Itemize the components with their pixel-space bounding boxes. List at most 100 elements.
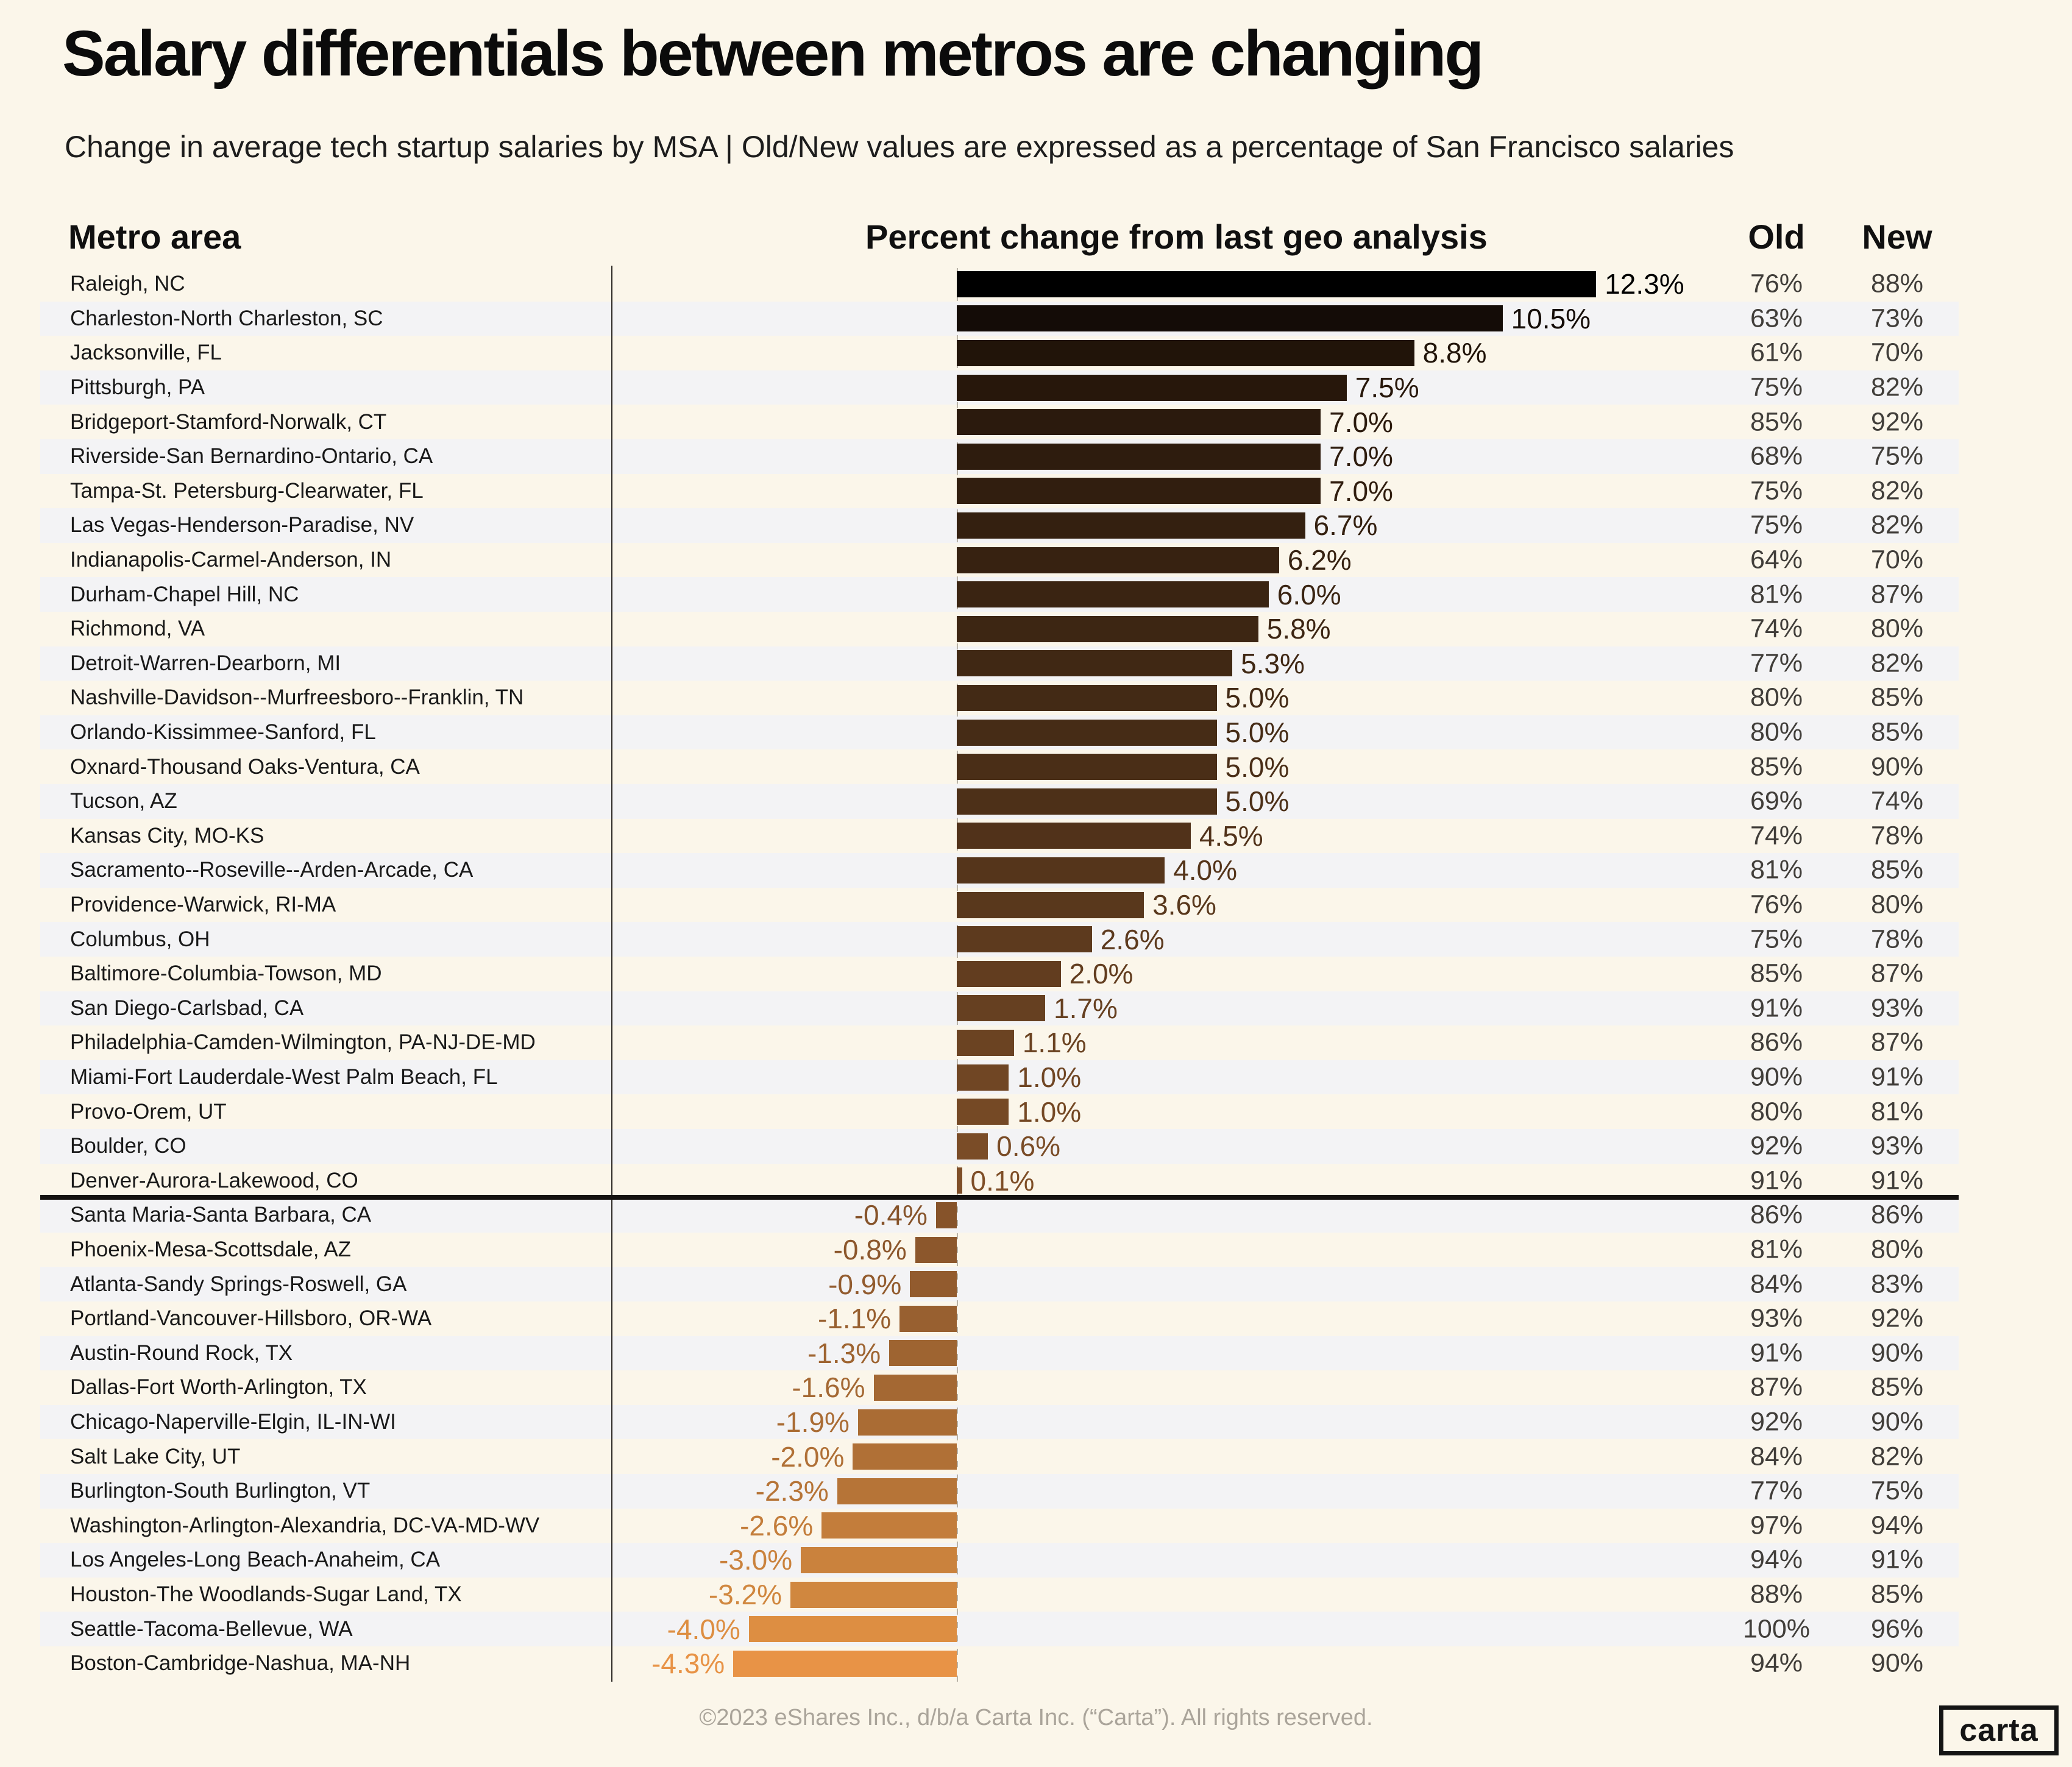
new-value: 75% xyxy=(1870,1476,1924,1506)
change-bar xyxy=(837,1478,957,1504)
change-value-label: 10.5% xyxy=(1511,302,1591,335)
old-value: 75% xyxy=(1750,372,1803,402)
change-bar xyxy=(957,1167,962,1194)
change-value-label: 7.0% xyxy=(1329,406,1393,438)
old-value: 75% xyxy=(1750,476,1803,506)
old-value: 63% xyxy=(1750,303,1803,333)
row-band xyxy=(40,1404,1959,1440)
change-bar xyxy=(915,1236,957,1263)
change-bar xyxy=(957,857,1165,884)
old-value: 94% xyxy=(1750,1545,1803,1574)
metro-label: Baltimore-Columbia-Towson, MD xyxy=(70,961,382,986)
metro-label: Houston-The Woodlands-Sugar Land, TX xyxy=(70,1582,462,1607)
change-value-label: 0.1% xyxy=(970,1164,1035,1197)
carta-logo-text: carta xyxy=(1959,1713,2038,1748)
new-value: 83% xyxy=(1870,1269,1924,1299)
change-bar xyxy=(957,339,1414,366)
metro-label: Provo-Orem, UT xyxy=(70,1099,227,1124)
chart-row: Chicago-Naperville-Elgin, IL-IN-WI -1.9% 9… xyxy=(0,1405,2072,1440)
change-value-label: 1.0% xyxy=(1017,1096,1082,1128)
new-value: 82% xyxy=(1870,648,1924,678)
new-value: 93% xyxy=(1870,1131,1924,1161)
change-bar xyxy=(821,1512,957,1539)
new-value: 87% xyxy=(1870,1027,1924,1057)
row-band xyxy=(40,1336,1959,1371)
metro-label: Boulder, CO xyxy=(70,1134,186,1158)
change-bar xyxy=(957,719,1217,746)
chart-row: Houston-The Woodlands-Sugar Land, TX -3.2… xyxy=(0,1578,2072,1612)
change-bar xyxy=(957,995,1045,1022)
metro-label: San Diego-Carlsbad, CA xyxy=(70,996,304,1020)
metro-label: Pittsburgh, PA xyxy=(70,375,205,400)
metro-label: Portland-Vancouver-Hillsboro, OR-WA xyxy=(70,1306,432,1331)
change-value-label: 5.0% xyxy=(1225,785,1290,818)
old-value: 100% xyxy=(1743,1614,1810,1644)
change-value-label: -3.0% xyxy=(718,1544,793,1576)
change-value-label: 3.6% xyxy=(1152,889,1216,921)
metro-label: Richmond, VA xyxy=(70,617,205,641)
metro-label: Los Angeles-Long Beach-Anaheim, CA xyxy=(70,1548,441,1572)
metro-label: Phoenix-Mesa-Scottsdale, AZ xyxy=(70,1238,352,1262)
new-value: 88% xyxy=(1870,269,1924,299)
old-value: 85% xyxy=(1750,407,1803,437)
change-bar xyxy=(957,271,1597,297)
change-value-label: -2.3% xyxy=(755,1475,829,1507)
change-bar xyxy=(899,1305,957,1332)
change-bar xyxy=(957,823,1191,849)
change-value-label: 12.3% xyxy=(1605,268,1684,300)
new-value: 74% xyxy=(1870,786,1924,816)
change-bar xyxy=(889,1340,957,1367)
change-value-label: -2.0% xyxy=(771,1440,845,1473)
change-value-label: 2.6% xyxy=(1100,923,1165,955)
change-bar xyxy=(733,1650,957,1677)
chart-row: Durham-Chapel Hill, NC 6.0% 81% 87% xyxy=(0,577,2072,612)
new-value: 87% xyxy=(1870,958,1924,988)
change-value-label: 5.8% xyxy=(1266,613,1331,645)
chart-row: Las Vegas-Henderson-Paradise, NV 6.7% 75% 8… xyxy=(0,508,2072,543)
change-bar xyxy=(748,1616,957,1643)
change-bar xyxy=(853,1443,957,1470)
chart-row: Providence-Warwick, RI-MA 3.6% 76% 80% xyxy=(0,888,2072,922)
change-value-label: -3.2% xyxy=(708,1579,782,1611)
carta-logo: carta xyxy=(1939,1705,2059,1755)
chart-row: Columbus, OH 2.6% 75% 78% xyxy=(0,922,2072,957)
change-bar xyxy=(957,1064,1009,1091)
metro-label: Charleston-North Charleston, SC xyxy=(70,306,383,330)
change-value-label: 7.5% xyxy=(1355,372,1419,404)
change-bar xyxy=(957,615,1258,642)
old-value: 80% xyxy=(1750,682,1803,712)
new-value: 87% xyxy=(1870,579,1924,609)
change-value-label: -2.6% xyxy=(740,1509,814,1542)
new-value: 78% xyxy=(1870,924,1924,954)
new-value: 70% xyxy=(1870,338,1924,367)
row-band xyxy=(40,1474,1959,1509)
change-value-label: 0.6% xyxy=(996,1130,1061,1163)
change-bar xyxy=(957,409,1321,436)
change-bar xyxy=(957,754,1217,781)
metro-label: Burlington-South Burlington, VT xyxy=(70,1479,371,1503)
page-title: Salary differentials between metros are … xyxy=(62,18,1484,90)
change-bar xyxy=(873,1374,957,1401)
change-value-label: -1.1% xyxy=(818,1303,892,1335)
metro-label: Chicago-Naperville-Elgin, IL-IN-WI xyxy=(70,1410,396,1434)
chart-row: Boulder, CO 0.6% 92% 93% xyxy=(0,1129,2072,1164)
new-value: 96% xyxy=(1870,1614,1924,1644)
old-value: 87% xyxy=(1750,1372,1803,1402)
new-value: 75% xyxy=(1870,441,1924,471)
change-value-label: -0.4% xyxy=(854,1199,928,1231)
row-band xyxy=(40,1267,1959,1301)
new-value: 80% xyxy=(1870,614,1924,643)
change-value-label: 5.0% xyxy=(1225,751,1290,783)
metro-label: Riverside-San Bernardino-Ontario, CA xyxy=(70,444,433,469)
change-bar xyxy=(957,788,1217,815)
metro-label: Raleigh, NC xyxy=(70,272,185,296)
chart-row: Santa Maria-Santa Barbara, CA -0.4% 86% 86% xyxy=(0,1198,2072,1233)
old-value: 93% xyxy=(1750,1303,1803,1333)
new-value: 80% xyxy=(1870,1234,1924,1264)
old-value: 84% xyxy=(1750,1442,1803,1471)
row-band xyxy=(40,1198,1959,1233)
metro-label: Santa Maria-Santa Barbara, CA xyxy=(70,1203,372,1227)
old-value: 91% xyxy=(1750,1338,1803,1368)
old-value: 84% xyxy=(1750,1269,1803,1299)
new-value: 82% xyxy=(1870,510,1924,540)
